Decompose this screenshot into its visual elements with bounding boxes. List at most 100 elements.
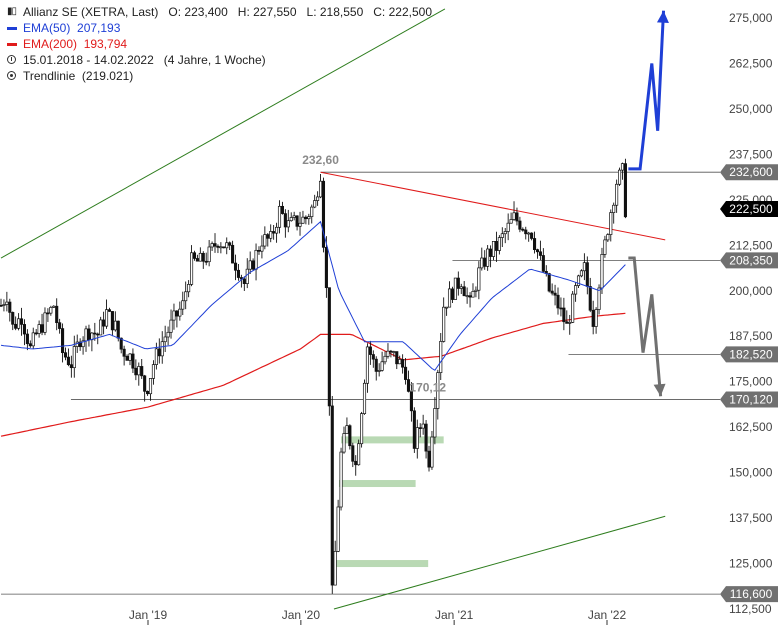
candle-body [213, 243, 217, 247]
candle-body [178, 308, 182, 317]
trendline [0, 8, 446, 259]
candle-body [154, 348, 158, 365]
candle-body [272, 231, 276, 234]
candle-body [198, 252, 202, 262]
candle-body [316, 196, 320, 201]
candle-body [128, 353, 132, 361]
level-price-badge: 170,120 [720, 391, 778, 408]
support-zone [335, 560, 429, 568]
ohlc-low-label: L: [306, 5, 317, 19]
ohlc-open-label: O: [168, 5, 182, 19]
candle-body [286, 220, 290, 228]
candle-body [453, 277, 457, 300]
scenario-arrows [628, 10, 669, 397]
trendline [320, 171, 666, 241]
y-tick-label: 150,000 [729, 466, 773, 480]
y-tick-label: 212,500 [729, 238, 773, 252]
badge-shape [720, 252, 778, 269]
candle-body [594, 309, 598, 327]
bearish-scenario-arrow [628, 256, 663, 397]
level-price-badge: 182,520 [720, 346, 778, 363]
candle-body [310, 206, 314, 218]
candle-body [289, 217, 293, 222]
candle-body [245, 268, 249, 284]
candle-body [125, 355, 129, 361]
candle-body [172, 310, 176, 321]
candle-body [327, 287, 331, 407]
candle-body [321, 180, 326, 248]
candle-body [360, 413, 364, 445]
candle-body [298, 222, 302, 227]
candle-body [553, 292, 557, 296]
candle-body [304, 216, 308, 220]
candle-body [5, 301, 9, 305]
clock-icon [7, 55, 16, 64]
candle-body [357, 443, 361, 466]
candle-body [148, 378, 153, 395]
candle-body [330, 405, 334, 586]
x-tick-label: Jan '22 [588, 608, 627, 622]
horizontal-levels [1, 171, 720, 595]
ohlc-close-label: C: [373, 5, 386, 19]
candle-body [342, 433, 346, 453]
candle-body [110, 311, 114, 331]
badge-shape [720, 586, 778, 603]
candle-body [257, 249, 261, 252]
candle-body [339, 451, 343, 508]
candle-body [486, 248, 490, 267]
candlestick-icon: ▮▯ [6, 6, 17, 17]
candle-body [175, 310, 179, 317]
candle-body [301, 216, 305, 224]
candle-body [462, 286, 466, 297]
x-axis: Jan '19 Jan '20 Jan '21 Jan '22 [129, 608, 627, 625]
candle-body [371, 354, 375, 360]
candle-body [474, 289, 478, 292]
candle-body [620, 163, 625, 171]
trendlines [0, 8, 666, 610]
candle-body [547, 273, 551, 292]
candle-body [500, 233, 504, 238]
candle-body [283, 213, 287, 228]
candle-body [78, 341, 82, 348]
candle-body [591, 309, 595, 327]
candle-body [266, 234, 270, 239]
candle-body [166, 331, 170, 338]
candle-body [102, 319, 106, 327]
ema200-line [0, 312, 626, 437]
candle-body [195, 258, 199, 262]
bullish-scenario-arrow [628, 10, 666, 171]
candle-body [187, 284, 191, 293]
candle-body [571, 293, 575, 323]
ohlc-close: 222,500 [388, 5, 432, 19]
candle-body [521, 228, 525, 231]
candle-body [204, 260, 208, 263]
candle-body [169, 319, 173, 333]
candle-body [104, 309, 109, 327]
ema50-series [0, 220, 626, 371]
candle-body [201, 252, 205, 262]
price-badges: 232,600 222,500 208,350 182,520 170,120 116,6… [720, 164, 778, 603]
badge-label: 208,350 [729, 253, 773, 267]
candle-body [184, 291, 188, 302]
legend-instrument-row: ▮▯ Allianz SE (XETRA, Last) O: 223,400 H… [6, 4, 432, 20]
badge-label: 182,520 [729, 347, 773, 361]
legend-ema50-row: EMA(50) 207,193 [6, 20, 432, 36]
candle-body [489, 248, 493, 257]
candle-body [442, 306, 446, 342]
candle-body [401, 359, 405, 368]
candle-body [163, 336, 167, 343]
candle-body [46, 312, 50, 315]
candle-body [623, 163, 627, 218]
candle-body [450, 288, 455, 300]
candle-body [530, 232, 534, 239]
y-axis: 112,500 125,000 137,500 150,000 162,500 175,0… [729, 11, 773, 616]
candle-body [535, 249, 540, 253]
y-tick-label: 262,500 [729, 56, 773, 70]
level-price-badge: 116,600 [720, 586, 778, 603]
level-price-badge: 208,350 [720, 252, 778, 269]
candle-body [606, 234, 610, 241]
candle-body [219, 246, 223, 249]
badge-label: 222,500 [729, 202, 773, 216]
